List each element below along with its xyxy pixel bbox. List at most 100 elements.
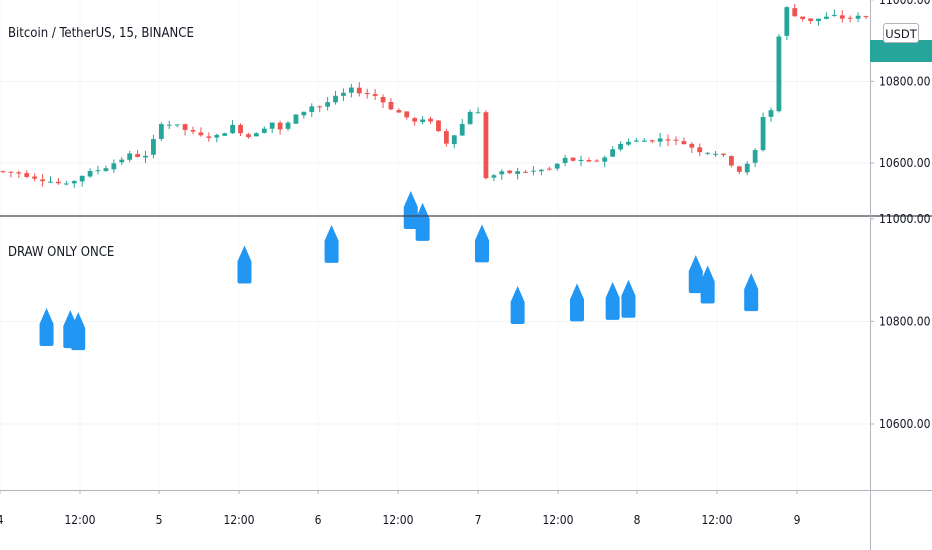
candle: [681, 137, 687, 145]
candle: [87, 168, 93, 178]
candle: [633, 137, 639, 143]
candle: [863, 15, 869, 19]
candle: [269, 122, 275, 134]
candle: [309, 103, 315, 118]
price-axis[interactable]: 10600.00 10800.00 11000.00 10600.00 10800.00…: [870, 0, 931, 431]
candle: [665, 134, 671, 147]
candle: [459, 118, 465, 137]
candle: [277, 120, 283, 135]
candle: [475, 107, 481, 114]
candle: [467, 109, 473, 125]
candle: [736, 165, 742, 175]
candle: [40, 174, 45, 187]
last-price-badge: [870, 40, 932, 62]
time-tick-label: 5: [156, 513, 163, 527]
candle: [420, 116, 426, 125]
candle: [206, 132, 212, 142]
time-tick-label: 12:00: [64, 513, 95, 527]
candle: [538, 169, 544, 176]
candle: [499, 169, 505, 180]
candle: [56, 177, 61, 185]
candle: [285, 121, 291, 131]
signal-arrows: [39, 191, 759, 351]
candle: [143, 150, 148, 164]
candle: [293, 114, 299, 125]
candle: [491, 173, 497, 182]
time-tick-label: 8: [634, 513, 641, 527]
candle: [831, 9, 837, 17]
signal-arrow: [71, 312, 86, 351]
signal-arrow: [324, 224, 339, 263]
candle: [32, 173, 38, 182]
signal-arrow: [39, 308, 54, 347]
candle: [301, 111, 307, 119]
candle: [451, 135, 457, 149]
candle: [135, 149, 140, 158]
candle: [388, 98, 394, 111]
signal-arrow: [688, 255, 703, 294]
candle: [436, 120, 441, 133]
candle: [253, 132, 259, 137]
candle: [752, 148, 758, 168]
candle: [800, 16, 806, 22]
candle: [190, 126, 196, 135]
candle: [729, 155, 734, 168]
candle: [626, 138, 631, 146]
candle: [554, 163, 560, 171]
candle: [71, 180, 77, 188]
time-tick-label: 12:00: [382, 513, 413, 527]
candle: [705, 152, 711, 156]
price-tick-label: 10800.00: [879, 74, 931, 88]
price-candles: [0, 3, 869, 188]
candle: [776, 34, 782, 113]
signal-arrow: [570, 283, 585, 322]
time-tick-label: 7: [475, 513, 482, 527]
candle: [610, 146, 616, 158]
candle: [784, 6, 790, 41]
time-tick-label: 6: [315, 513, 322, 527]
symbol-title: Bitcoin / TetherUS, 15, BINANCE: [8, 26, 194, 41]
candle: [713, 150, 718, 157]
candle: [562, 154, 568, 166]
candle: [428, 116, 433, 124]
candle: [531, 166, 536, 176]
candle: [602, 155, 608, 168]
candle: [824, 12, 829, 20]
signal-arrow: [237, 245, 252, 284]
candle: [768, 107, 774, 122]
indicator-title: DRAW ONLY ONCE: [8, 245, 115, 260]
candle: [317, 105, 323, 113]
candle: [348, 83, 354, 98]
time-tick-label: 9: [794, 513, 801, 527]
candle: [230, 120, 236, 135]
currency-badge[interactable]: USDT: [883, 23, 919, 43]
time-tick-label: 12:00: [542, 513, 573, 527]
signal-arrow: [510, 285, 525, 324]
candle: [396, 108, 402, 113]
candle: [855, 12, 861, 23]
candle: [0, 170, 6, 173]
signal-arrow: [403, 191, 418, 230]
candle: [808, 18, 813, 24]
candle: [546, 166, 552, 171]
candle: [151, 134, 156, 159]
signal-arrow: [621, 279, 636, 318]
candle: [127, 150, 133, 163]
candle: [760, 112, 766, 152]
signal-arrow: [415, 202, 430, 241]
candle: [16, 170, 22, 179]
candle: [697, 143, 703, 157]
candle: [689, 142, 695, 154]
time-axis[interactable]: 4 12:00 5 12:00 6 12:00 7 12:00 8 12:00 9: [0, 490, 801, 527]
signal-arrow: [605, 281, 620, 320]
candle: [744, 161, 750, 176]
candle: [364, 88, 370, 99]
candle: [356, 82, 362, 97]
candle: [380, 94, 386, 108]
candle: [79, 175, 85, 187]
time-tick-label: 12:00: [223, 513, 254, 527]
candle: [847, 15, 853, 23]
candle: [8, 171, 14, 178]
